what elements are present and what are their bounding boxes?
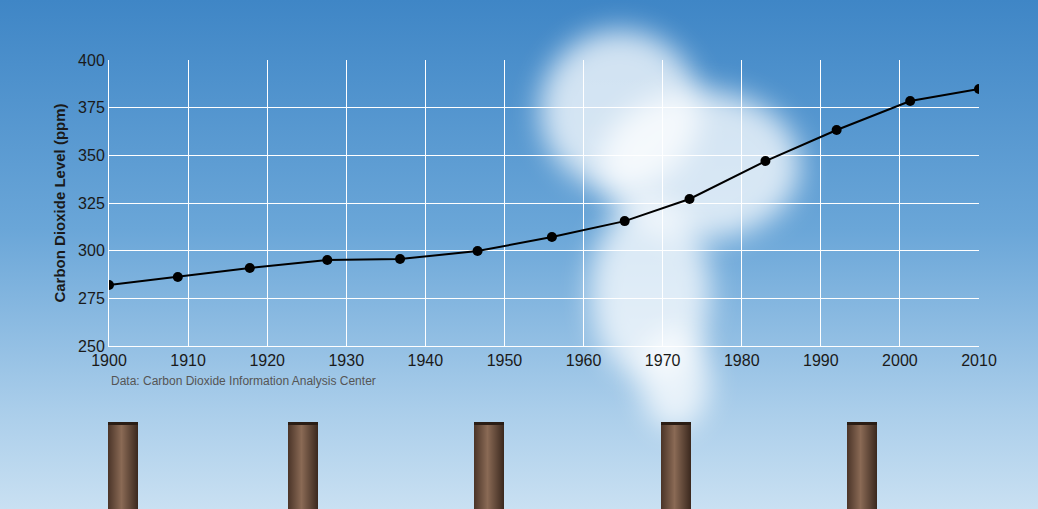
svg-text:2000: 2000: [882, 352, 918, 369]
svg-text:350: 350: [78, 147, 105, 164]
svg-text:300: 300: [78, 242, 105, 259]
svg-text:2010: 2010: [961, 352, 997, 369]
svg-text:375: 375: [78, 99, 105, 116]
svg-text:1940: 1940: [408, 352, 444, 369]
svg-text:1950: 1950: [487, 352, 523, 369]
svg-text:325: 325: [78, 195, 105, 212]
svg-text:Data: Carbon Dioxide Informati: Data: Carbon Dioxide Information Analysi…: [111, 374, 376, 388]
svg-text:1960: 1960: [566, 352, 602, 369]
svg-text:275: 275: [78, 290, 105, 307]
svg-text:Carbon Dioxide Level (ppm): Carbon Dioxide Level (ppm): [51, 103, 68, 302]
svg-text:1970: 1970: [645, 352, 681, 369]
svg-text:1980: 1980: [724, 352, 760, 369]
svg-text:1920: 1920: [249, 352, 285, 369]
svg-text:1930: 1930: [328, 352, 364, 369]
svg-text:250: 250: [78, 338, 105, 355]
svg-text:1910: 1910: [170, 352, 206, 369]
svg-text:400: 400: [78, 52, 105, 69]
svg-text:1900: 1900: [91, 352, 127, 369]
svg-text:1990: 1990: [803, 352, 839, 369]
